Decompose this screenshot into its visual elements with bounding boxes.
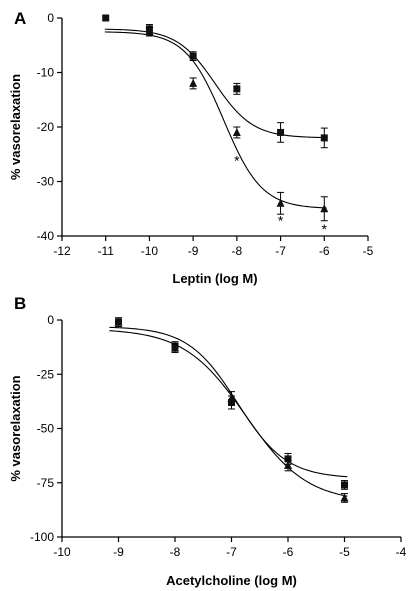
x-tick-label: -9	[113, 545, 124, 559]
significance-marker: *	[278, 213, 284, 229]
data-point-triangle	[284, 460, 292, 469]
x-tick-label: -5	[339, 545, 350, 559]
data-point-square	[277, 128, 285, 136]
fit-curve-triangle	[104, 31, 327, 209]
y-tick-label: -100	[30, 530, 54, 544]
y-tick-label: -75	[37, 476, 55, 490]
x-tick-label: -8	[170, 545, 181, 559]
x-tick-label: -9	[188, 244, 199, 258]
x-tick-label: -6	[283, 545, 294, 559]
data-point-square	[284, 455, 292, 463]
series-triangle	[109, 317, 349, 503]
data-point-square	[233, 85, 241, 93]
data-point-triangle	[145, 27, 154, 36]
data-point-triangle	[227, 393, 236, 402]
y-tick-label: -25	[37, 367, 55, 381]
data-point-triangle	[232, 127, 241, 136]
data-point-triangle	[189, 78, 198, 87]
series-square	[109, 317, 348, 490]
y-tick-label: -10	[37, 66, 55, 80]
y-tick-label: -40	[37, 229, 55, 243]
y-axis-title: % vasorelaxation	[8, 74, 23, 180]
y-tick-label: 0	[47, 11, 54, 25]
panel-letter: B	[14, 294, 26, 313]
x-tick-label: -7	[275, 244, 286, 258]
panel-a-chart: A -12 -11 -10 -9 -8 -7 -6 -5 0 -10 -20 -30 -40 Leptin …	[8, 9, 374, 286]
fit-curve-square	[109, 326, 348, 478]
series-square	[102, 14, 328, 149]
x-tick-label: -8	[232, 244, 243, 258]
y-tick-label: -50	[37, 422, 55, 436]
x-tick-label: -6	[319, 244, 330, 258]
x-axis-title: Leptin (log M)	[172, 271, 257, 286]
panel-b-chart: B -10 -9 -8 -7 -6 -5 -4 0 -25 -50 -75 -100 Acetylchol…	[8, 294, 407, 588]
x-tick-label: -11	[97, 244, 114, 258]
data-point-triangle	[171, 343, 179, 352]
y-tick-label: -20	[37, 120, 55, 134]
panel-letter: A	[14, 9, 26, 28]
x-tick-label: -10	[53, 545, 71, 559]
y-tick-label: 0	[47, 313, 54, 327]
data-point-square	[341, 481, 348, 489]
y-axis-title: % vasorelaxation	[8, 375, 23, 481]
significance-marker: *	[322, 221, 328, 237]
y-tick-label: -30	[37, 175, 55, 189]
x-tick-label: -12	[53, 244, 71, 258]
x-tick-label: -10	[141, 244, 159, 258]
data-point-triangle	[320, 204, 329, 213]
x-tick-label: -4	[396, 545, 407, 559]
significance-marker: *	[234, 153, 240, 169]
data-point-square	[102, 14, 110, 22]
data-point-square	[189, 52, 197, 60]
x-tick-label: -7	[226, 545, 237, 559]
data-point-triangle	[276, 198, 285, 207]
fit-curve-square	[104, 28, 327, 139]
data-point-square	[320, 134, 328, 142]
x-axis-title: Acetylcholine (log M)	[166, 573, 297, 588]
data-point-triangle	[114, 317, 123, 326]
x-tick-label: -5	[363, 244, 374, 258]
data-point-triangle	[340, 493, 349, 502]
series-triangle	[104, 26, 329, 222]
